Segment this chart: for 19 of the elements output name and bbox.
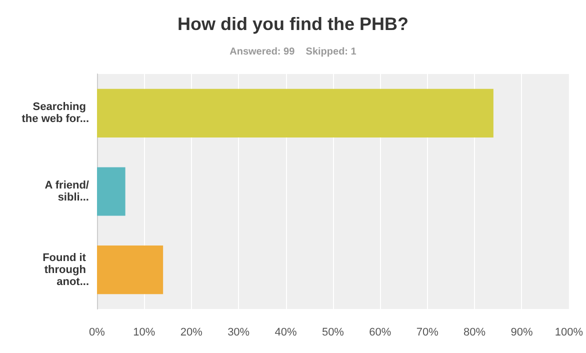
y-tick-label: A friend/sibli... bbox=[44, 180, 89, 204]
chart-title: How did you find the PHB? bbox=[178, 14, 408, 34]
chart-subtitle: Answered: 99 Skipped: 1 bbox=[230, 46, 357, 58]
x-tick-label: 10% bbox=[133, 326, 156, 338]
bar bbox=[97, 167, 126, 216]
bar bbox=[97, 246, 164, 294]
x-tick-label: 90% bbox=[510, 326, 533, 338]
x-tick-label: 80% bbox=[464, 326, 486, 338]
x-tick-label: 50% bbox=[322, 326, 344, 338]
x-tick-label: 20% bbox=[180, 326, 203, 338]
y-tick-label: Found it through anot... bbox=[42, 252, 89, 288]
x-tick-label: 60% bbox=[369, 326, 392, 338]
x-tick-label: 70% bbox=[416, 326, 439, 338]
x-tick-label: 30% bbox=[228, 326, 250, 338]
x-tick-label: 0% bbox=[89, 326, 106, 338]
x-tick-label: 100% bbox=[554, 326, 584, 338]
x-tick-label: 40% bbox=[274, 326, 297, 338]
y-tick-label: Searching the web for... bbox=[22, 101, 89, 126]
bar bbox=[97, 88, 494, 138]
